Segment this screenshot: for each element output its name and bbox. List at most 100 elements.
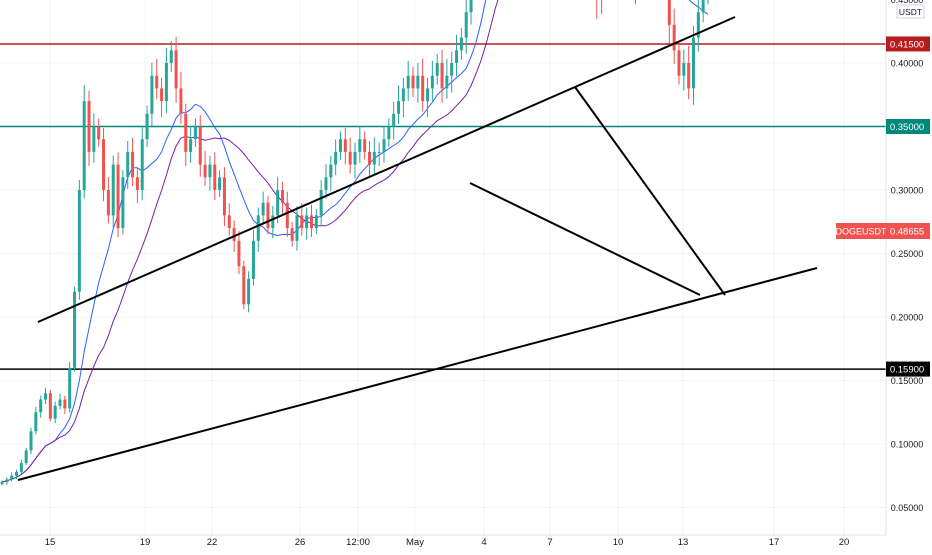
candle-body [121,177,125,229]
candle-body [135,177,139,190]
candle-body [174,50,178,89]
candle-body [218,177,222,190]
candle-body [155,75,159,89]
candle-body [406,75,410,89]
candle-body [300,215,304,229]
price-axis-panel [886,0,932,550]
x-tick-label: 26 [295,537,306,548]
candle-body [324,177,328,190]
candle-body [338,139,342,152]
candle-body [68,367,72,409]
candle-body [92,126,96,152]
candle-body [44,393,48,400]
moving-averages [1,0,709,483]
candle-body [82,101,86,190]
last-price-badge-bg [886,223,930,239]
y-tick-label: 0.40000 [891,59,924,69]
candle-body [691,37,695,89]
candle-body [256,215,260,241]
ma-fast-line [1,0,709,483]
candle-body [343,139,347,152]
candle-body [348,151,352,165]
candle-body [24,450,28,464]
last-price-label: 0.48655 [890,227,924,238]
currency-label: USDT [896,4,925,19]
symbol-badge-bg [836,223,886,239]
candle-body [237,240,241,267]
candle-body [672,24,676,51]
candle-body [314,215,318,229]
candle-body [15,471,19,476]
candle-body [189,139,193,152]
candle-body [203,164,207,178]
candle-body [280,190,284,203]
candle-body [63,399,67,409]
trendline-wedge-top [574,86,726,296]
candle-body [87,101,91,152]
level-badges: 0.739950.700000.600000.520000.415000.350… [886,36,930,377]
x-tick-label: 17 [769,537,780,548]
y-tick-label: 0.10000 [891,440,924,450]
candle-body [150,75,154,114]
y-tick-label: 0.45000 [891,0,924,5]
candle-body [387,126,391,140]
level-badge-label: 0.41500 [890,39,924,50]
candle-body [116,164,120,229]
level-badge [886,119,930,134]
candle-body [247,278,251,305]
candle-body [377,151,381,153]
candle-body [382,139,386,152]
candle-body [416,75,420,89]
trendline-upper [37,16,736,323]
x-tick-label: 22 [207,537,218,548]
x-tick-label: 12:00 [346,537,370,548]
ma-slow-line [1,0,499,483]
level-badge [886,361,930,377]
currency-box [896,4,925,19]
x-tick-label: 7 [547,537,552,548]
x-tick-label: 20 [839,537,850,548]
candle-body [140,139,144,190]
candle-body [97,126,101,140]
candle-body [198,126,202,165]
y-tick-label: 0.25000 [891,249,924,259]
candle-body [5,479,9,483]
candle-body [73,291,77,368]
y-tick-label: 0.05000 [891,503,924,513]
candle-body [251,240,255,279]
candles [0,0,709,486]
candle-body [295,215,299,241]
candle-body [305,215,309,229]
candle-body [358,139,362,152]
candle-body [430,75,434,89]
candle-body [102,139,106,190]
candle-body [10,475,14,480]
candle-body [667,0,671,25]
x-tick-label: 13 [678,537,689,548]
candle-body [440,63,444,89]
candle-body [309,215,313,229]
candle-body [459,37,463,51]
candle-body [164,63,168,102]
candle-body [353,151,357,165]
candle-body [435,63,439,76]
grid [0,0,886,535]
candle-body [701,0,705,13]
candle-body [193,126,197,140]
candle-body [421,75,425,102]
candle-body [363,139,367,152]
candle-body [266,202,270,229]
y-tick-label: 0.15000 [891,376,924,386]
candle-body [368,151,372,165]
candle-body [329,164,333,178]
symbol-badge: DOGEUSDT 0.48655 [835,223,930,239]
candle-body [696,12,700,38]
candle-body [372,151,376,165]
y-tick-label: 0.30000 [891,186,924,196]
candle-body [261,202,265,216]
candle-body [392,113,396,127]
candle-body [469,0,473,13]
candle-body [411,75,415,89]
candle-body [19,463,23,472]
